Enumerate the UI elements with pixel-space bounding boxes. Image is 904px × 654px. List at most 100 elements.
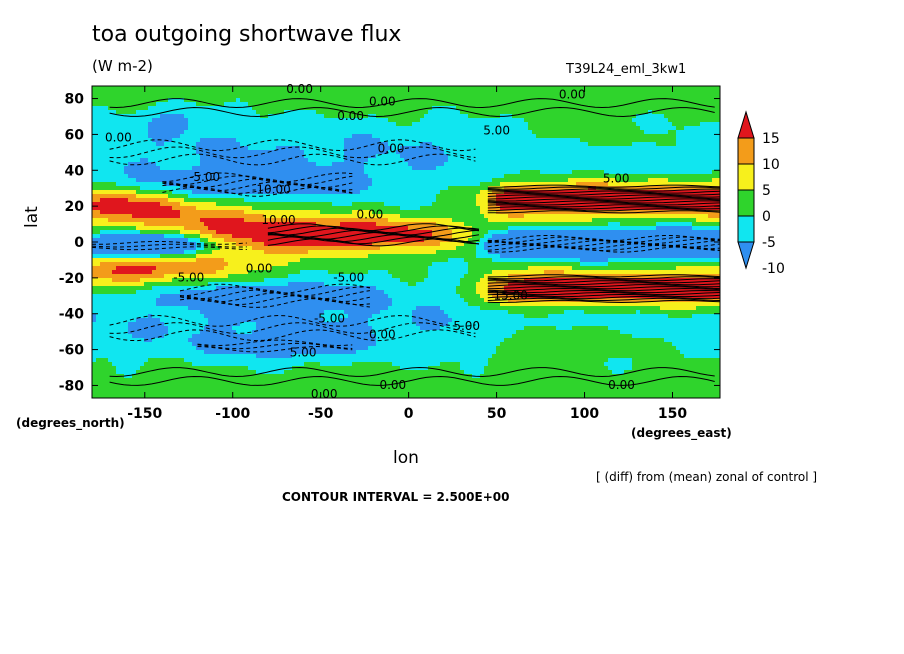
field-cell	[92, 382, 720, 387]
field-cell	[252, 330, 373, 335]
field-cell	[512, 334, 633, 339]
field-cell	[300, 270, 329, 275]
field-cell	[656, 226, 693, 231]
field-cell	[432, 230, 453, 235]
contour-line	[487, 188, 720, 192]
field-cell	[480, 190, 493, 195]
field-cell	[356, 350, 497, 355]
field-cell	[496, 346, 677, 351]
field-cell	[168, 194, 189, 199]
field-cell	[428, 110, 461, 115]
field-cell	[476, 202, 489, 207]
field-cell	[92, 214, 133, 219]
contour-label-14: -5.00	[333, 270, 364, 284]
field-cell	[488, 358, 609, 363]
field-cell	[372, 330, 517, 335]
field-cell	[664, 114, 720, 119]
field-cell	[156, 102, 197, 107]
field-cell	[264, 214, 401, 219]
contour-line	[162, 175, 353, 186]
field-cell	[392, 362, 441, 367]
field-cell	[116, 366, 141, 371]
field-cell	[92, 186, 141, 191]
field-cell	[200, 234, 213, 239]
field-cell	[484, 274, 509, 279]
field-cell	[524, 214, 709, 219]
field-cell	[92, 334, 133, 339]
field-cell	[368, 186, 449, 191]
field-cell	[92, 362, 113, 367]
field-cell	[632, 358, 720, 363]
field-cell	[676, 130, 720, 135]
field-cell	[200, 138, 237, 143]
field-cell	[92, 286, 153, 291]
field-cell	[604, 362, 633, 367]
field-cell	[580, 262, 609, 267]
field-cell	[216, 286, 377, 291]
field-cell	[112, 278, 141, 283]
field-cell	[492, 234, 720, 239]
field-cell	[340, 318, 369, 323]
field-cell	[152, 118, 189, 123]
field-cell	[420, 326, 441, 331]
field-cell	[100, 210, 181, 215]
field-cell	[132, 334, 165, 339]
field-cell	[92, 154, 201, 159]
field-cell	[416, 282, 461, 287]
contour-line	[487, 239, 720, 247]
field-cell	[224, 102, 249, 107]
field-cell	[496, 202, 720, 207]
field-cell	[184, 130, 533, 135]
field-cell	[396, 150, 445, 155]
field-cell	[140, 230, 181, 235]
field-cell	[460, 278, 481, 283]
field-cell	[440, 362, 461, 367]
field-cell	[428, 266, 469, 271]
field-cell	[148, 130, 185, 135]
field-cell	[636, 122, 673, 127]
contour-label-3: 0.00	[559, 88, 586, 102]
field-cell	[264, 242, 373, 247]
field-cell	[428, 270, 469, 275]
field-cell	[92, 222, 145, 227]
field-cell	[608, 358, 633, 363]
field-cell	[116, 266, 157, 271]
field-cell	[528, 266, 573, 271]
contour-label-11: 0.00	[357, 208, 384, 222]
field-cell	[196, 242, 205, 247]
field-cell	[92, 326, 129, 331]
field-cell	[132, 214, 181, 219]
contour-line	[487, 284, 720, 288]
field-cell	[92, 350, 205, 355]
field-cell	[464, 298, 485, 303]
field-cell	[676, 138, 720, 143]
field-cell	[308, 250, 437, 255]
field-cell	[524, 118, 633, 123]
field-cell	[144, 338, 153, 343]
field-cell	[464, 370, 485, 375]
field-cell	[92, 122, 149, 127]
contour-line	[267, 227, 480, 236]
field-cell	[580, 258, 609, 263]
field-cell	[92, 190, 137, 195]
field-cell	[160, 294, 389, 299]
field-cell	[292, 366, 401, 371]
field-cell	[584, 310, 637, 315]
field-cell	[480, 182, 501, 187]
contour-line	[162, 183, 353, 194]
contour-line	[109, 375, 715, 386]
contour-line	[197, 339, 353, 347]
field-cell	[184, 234, 201, 239]
field-cell	[144, 222, 205, 227]
field-cell	[632, 118, 669, 123]
field-cell	[200, 330, 237, 335]
field-cell	[208, 322, 241, 327]
field-cell	[676, 266, 720, 271]
field-cell	[244, 198, 437, 203]
contour-line	[109, 329, 476, 342]
field-cell	[472, 234, 485, 239]
field-cell	[204, 246, 221, 251]
contour-label-0: 0.00	[286, 82, 313, 96]
field-cell	[476, 286, 489, 291]
field-cell	[460, 282, 477, 287]
